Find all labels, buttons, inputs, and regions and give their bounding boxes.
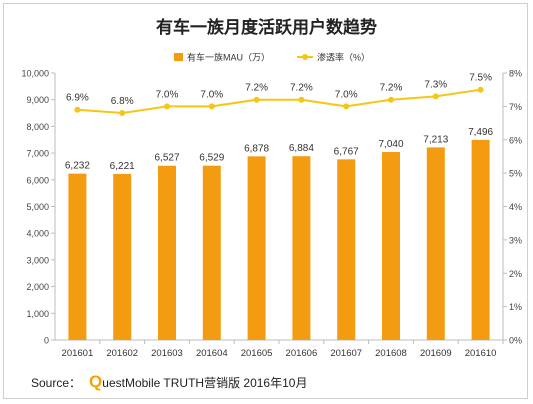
bar-data-label: 6,529 [199,153,224,164]
bar-data-label: 6,221 [110,161,135,172]
line-data-label: 7.2% [245,83,268,94]
x-axis-tick-label: 201604 [196,348,228,359]
bar [292,156,311,340]
left-axis-tick-label: 2,000 [26,282,49,292]
right-axis-tick-label: 6% [509,135,522,145]
line-data-label: 7.0% [335,89,358,100]
right-axis-tick-label: 5% [509,169,522,179]
bar-data-label: 7,213 [423,134,448,145]
line-data-label: 7.0% [200,89,223,100]
bar [337,159,356,340]
line-point [119,110,126,117]
line-point [388,96,394,103]
x-axis-tick-label: 201606 [286,348,318,359]
x-axis-tick-label: 201601 [62,348,94,359]
right-axis-tick-label: 3% [509,235,522,245]
line-data-label: 7.2% [380,83,403,94]
bar-data-label: 6,527 [154,153,179,164]
source-note: Source： QuestMobile TRUTH营销版 2016年10月 [31,372,307,392]
x-axis-tick-label: 201607 [330,348,362,359]
right-axis-tick-label: 7% [509,102,522,112]
line-point [208,103,215,110]
left-axis-tick-label: 7,000 [26,149,49,159]
line-data-label: 7.2% [290,83,313,94]
bar [426,147,445,340]
source-text: uestMobile TRUTH营销版 2016年10月 [102,376,308,390]
x-axis-tick-label: 201609 [420,348,452,359]
left-axis-tick-label: 0 [44,336,49,346]
left-axis-tick-label: 5,000 [26,202,49,212]
right-axis-tick-label: 8% [509,69,522,79]
line-data-label: 6.8% [111,96,134,107]
left-axis-tick-label: 1,000 [26,309,49,319]
line-point [343,103,350,110]
bar-data-label: 6,884 [289,143,314,154]
line-point [432,93,439,100]
bar [68,173,87,340]
legend-line-label: 渗透率（%） [317,52,370,63]
bar [471,139,490,340]
right-axis-tick-label: 4% [509,202,522,212]
questmobile-logo-letter: Q [89,372,103,391]
source-prefix: Source： [31,376,82,390]
bar-data-label: 7,040 [378,139,403,150]
left-axis-tick-label: 8,000 [26,122,49,132]
right-axis-tick-label: 2% [509,269,522,279]
bar-data-label: 6,767 [334,146,359,157]
chart-title: 有车一族月度活跃用户数趋势 [156,18,377,38]
left-axis-tick-label: 4,000 [26,229,49,239]
right-axis-tick-label: 1% [509,302,522,312]
legend-bar-label: 有车一族MAU（万） [187,52,270,63]
x-axis-tick-label: 201603 [151,348,183,359]
bar-data-label: 6,232 [65,161,90,172]
line-point [298,96,305,103]
line-point [74,106,81,113]
line-data-label: 7.0% [156,89,179,100]
x-axis-tick-label: 201605 [241,348,273,359]
bar [202,165,221,340]
legend-bar-swatch [174,53,183,61]
x-axis-tick-label: 201608 [375,348,407,359]
right-axis-tick-label: 0% [509,336,522,346]
x-axis-tick-label: 201602 [106,348,138,359]
left-axis-tick-label: 10,000 [21,69,49,79]
line-data-label: 6.9% [66,93,89,104]
line-point [477,86,484,93]
line-data-label: 7.3% [424,79,447,90]
left-axis-tick-label: 3,000 [26,255,49,265]
bar [382,152,400,340]
line-point [253,96,260,103]
left-axis-tick-label: 6,000 [26,175,49,185]
bar-data-label: 7,496 [468,127,493,138]
penetration-line [77,88,481,115]
line-point [164,103,170,110]
left-axis-tick-label: 9,000 [26,95,49,105]
bar [113,173,132,340]
bar-data-label: 6,878 [244,143,269,154]
bar [247,156,266,340]
legend-line-marker [302,54,308,60]
line-data-label: 7.5% [469,73,492,84]
bar [158,165,176,340]
x-axis-tick-label: 201610 [465,348,497,359]
